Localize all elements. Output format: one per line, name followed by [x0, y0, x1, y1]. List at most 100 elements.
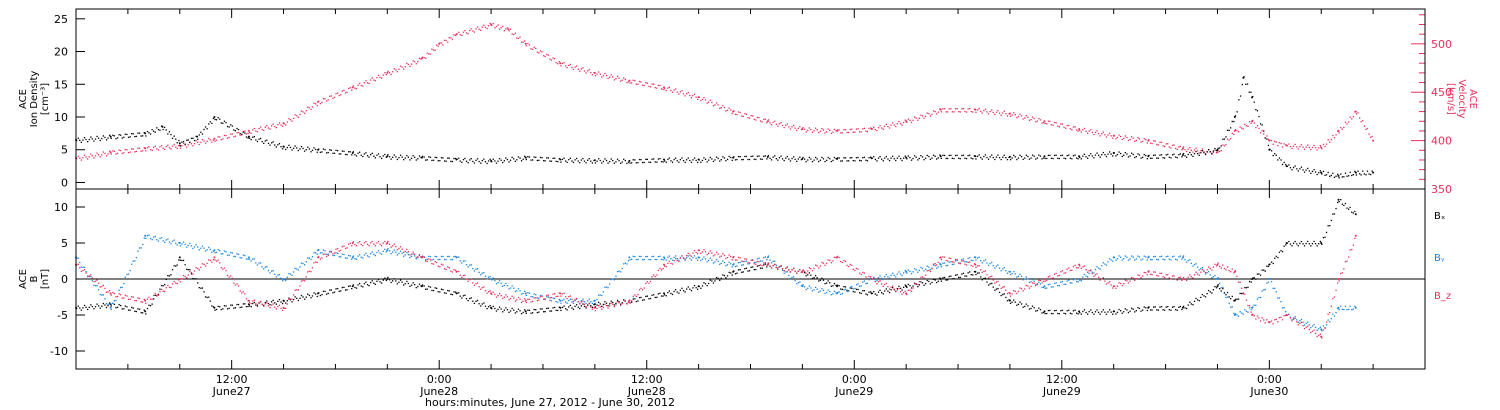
velocity-tick-label: 400	[1431, 135, 1452, 148]
density-dot	[1069, 157, 1071, 159]
by-dot	[693, 255, 696, 257]
bz-dot	[1256, 315, 1259, 317]
bz-dot	[906, 293, 908, 296]
density-dot	[387, 154, 389, 156]
bx-dot	[1132, 308, 1134, 310]
velocity-dot	[940, 111, 942, 113]
velocity-dot	[859, 131, 861, 133]
velocity-dot	[552, 57, 554, 59]
density-dot	[530, 159, 532, 161]
density-dot	[1094, 154, 1097, 156]
density-dot	[1208, 149, 1210, 151]
bz-dot	[934, 263, 936, 265]
bz-dot	[675, 257, 677, 260]
bz-dot	[763, 262, 765, 264]
bz-dot	[653, 274, 655, 276]
velocity-dot-point	[490, 23, 493, 26]
bx-dot	[1120, 310, 1122, 312]
by-dot	[646, 255, 648, 258]
bz-dot	[956, 259, 958, 261]
velocity-dot	[909, 119, 911, 121]
bx-dot	[462, 295, 465, 297]
bz-dot	[791, 269, 793, 271]
bx-dot	[607, 305, 609, 307]
by-dot	[756, 258, 759, 260]
density-dot	[533, 156, 535, 158]
bx-dot	[689, 288, 691, 290]
by-dot	[719, 263, 721, 265]
velocity-dot	[1038, 117, 1040, 120]
density-dot	[1277, 159, 1279, 161]
velocity-dot	[374, 80, 376, 82]
velocity-dot	[393, 68, 395, 70]
bx-dot	[590, 305, 592, 307]
velocity-dot	[1061, 123, 1064, 125]
velocity-dot	[80, 159, 82, 161]
velocity-dot	[1193, 149, 1196, 151]
by-dot	[1066, 280, 1068, 282]
bx-dot	[508, 311, 510, 313]
velocity-dot	[936, 113, 938, 115]
by-dot	[761, 260, 763, 262]
bx-dot	[642, 299, 644, 301]
bx-dot	[1252, 277, 1254, 279]
density-dot	[926, 154, 928, 157]
by-dot	[607, 287, 609, 289]
bx-dot	[1195, 297, 1197, 300]
by-dot	[473, 270, 476, 272]
velocity-dot	[440, 42, 443, 44]
density-dot	[857, 156, 859, 159]
bz-dot	[392, 245, 394, 247]
density-dot	[932, 154, 935, 156]
bz-dot	[293, 294, 295, 296]
bz-dot-point	[490, 292, 493, 295]
velocity-dot	[1362, 120, 1364, 122]
velocity-dot	[1020, 115, 1023, 117]
by-dot	[1107, 261, 1109, 263]
density-dot	[1044, 157, 1046, 160]
by-dot-point	[732, 263, 735, 266]
bz-dot	[129, 298, 131, 300]
bx-dot	[616, 299, 619, 302]
bz-dot	[837, 255, 839, 258]
bx-dot	[1209, 291, 1211, 293]
density-dot	[899, 157, 902, 160]
bx-dot	[1263, 269, 1265, 271]
bz-dot	[810, 268, 812, 270]
bz-dot	[274, 306, 276, 308]
density-dot	[1363, 173, 1365, 175]
bx-dot	[549, 310, 551, 312]
by-dot	[1228, 302, 1230, 304]
velocity-dot	[978, 107, 980, 110]
density-dot	[1126, 153, 1128, 155]
velocity-dot	[745, 113, 748, 115]
velocity-dot-point	[1337, 129, 1340, 132]
bz-dot	[1060, 271, 1062, 273]
density-dot	[547, 157, 549, 159]
velocity-dot	[610, 74, 612, 76]
by-dot	[1120, 256, 1122, 258]
density-dot	[662, 161, 664, 163]
bz-dot	[561, 293, 564, 295]
velocity-dot	[750, 115, 752, 117]
bz-dot	[813, 267, 815, 270]
bx-dot	[1212, 289, 1214, 291]
velocity-dot	[1266, 135, 1268, 137]
by-dot	[582, 298, 584, 300]
bz-dot	[494, 293, 496, 296]
bx-dot	[1270, 261, 1273, 263]
density-dot	[958, 157, 960, 159]
bx-dot	[1228, 296, 1230, 298]
velocity-dot	[637, 83, 639, 85]
velocity-dot	[300, 110, 303, 112]
bz-dot	[1068, 267, 1070, 269]
velocity-dot	[827, 128, 829, 130]
bz-dot	[785, 267, 787, 269]
velocity-dot	[541, 51, 543, 53]
bx-dot	[1215, 287, 1218, 289]
velocity-dot	[236, 132, 238, 134]
velocity-dot	[945, 111, 947, 113]
by-dot	[500, 282, 502, 284]
density-dot	[407, 156, 409, 158]
density-dot	[626, 162, 628, 165]
